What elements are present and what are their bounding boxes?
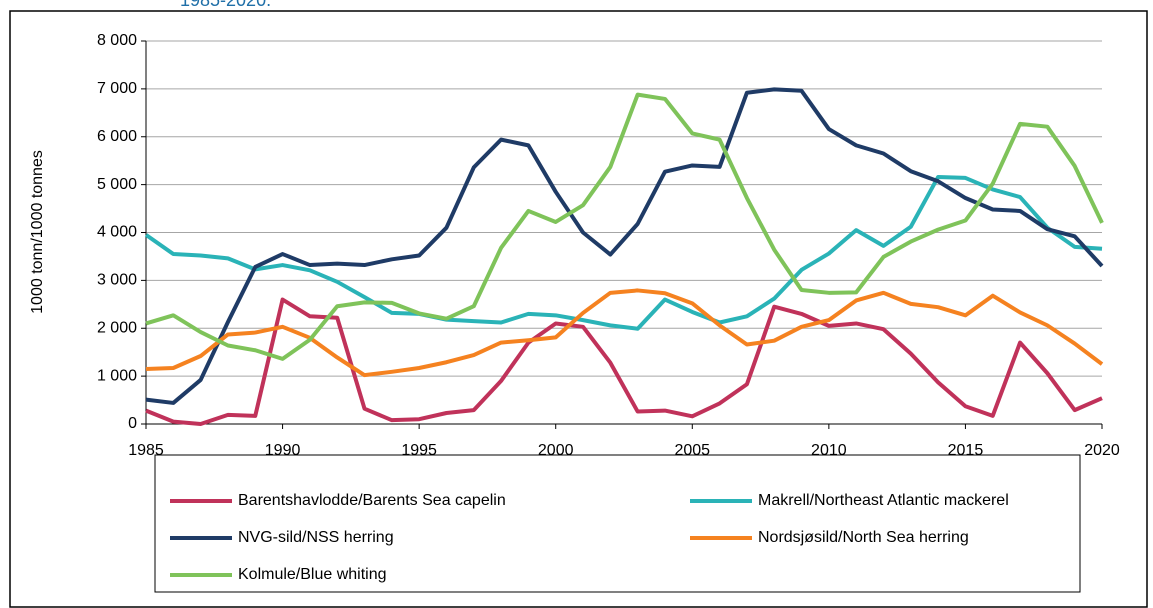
x-tick-label: 1985: [128, 442, 164, 459]
subtitle: 1985-2020.: [180, 0, 271, 10]
legend-label: Makrell/Northeast Atlantic mackerel: [758, 492, 1009, 509]
x-tick-label: 1990: [265, 442, 301, 459]
series-line: [145, 288, 1104, 378]
series-line: [145, 87, 1104, 405]
y-tick-label: 7 000: [97, 80, 137, 97]
y-tick-label: 3 000: [97, 272, 137, 289]
x-tick-label: 2010: [811, 442, 847, 459]
y-tick-label: 5 000: [97, 176, 137, 193]
x-tick-label: 2020: [1084, 442, 1120, 459]
x-tick-label: 1995: [401, 442, 437, 459]
y-tick-label: 2 000: [97, 319, 137, 336]
series-line: [145, 92, 1104, 361]
legend-label: Kolmule/Blue whiting: [238, 566, 387, 583]
x-tick-label: 2015: [948, 442, 984, 459]
y-tick-label: 1 000: [97, 367, 137, 384]
legend-label: Barentshavlodde/Barents Sea capelin: [238, 492, 506, 509]
legend-box: [154, 454, 1081, 593]
series-line: [145, 297, 1103, 426]
y-tick-label: 8 000: [97, 32, 137, 49]
x-tick-label: 2005: [674, 442, 710, 459]
y-tick-label: 4 000: [97, 224, 137, 241]
series-line: [144, 174, 1103, 331]
legend-label: NVG-sild/NSS herring: [238, 529, 394, 546]
legend-label: Nordsjøsild/North Sea herring: [758, 529, 969, 546]
x-tick-label: 2000: [538, 442, 574, 459]
y-tick-label: 0: [128, 415, 137, 432]
y-tick-label: 6 000: [97, 128, 137, 145]
y-axis-label: 1000 tonn/1000 tonnes: [29, 150, 46, 314]
